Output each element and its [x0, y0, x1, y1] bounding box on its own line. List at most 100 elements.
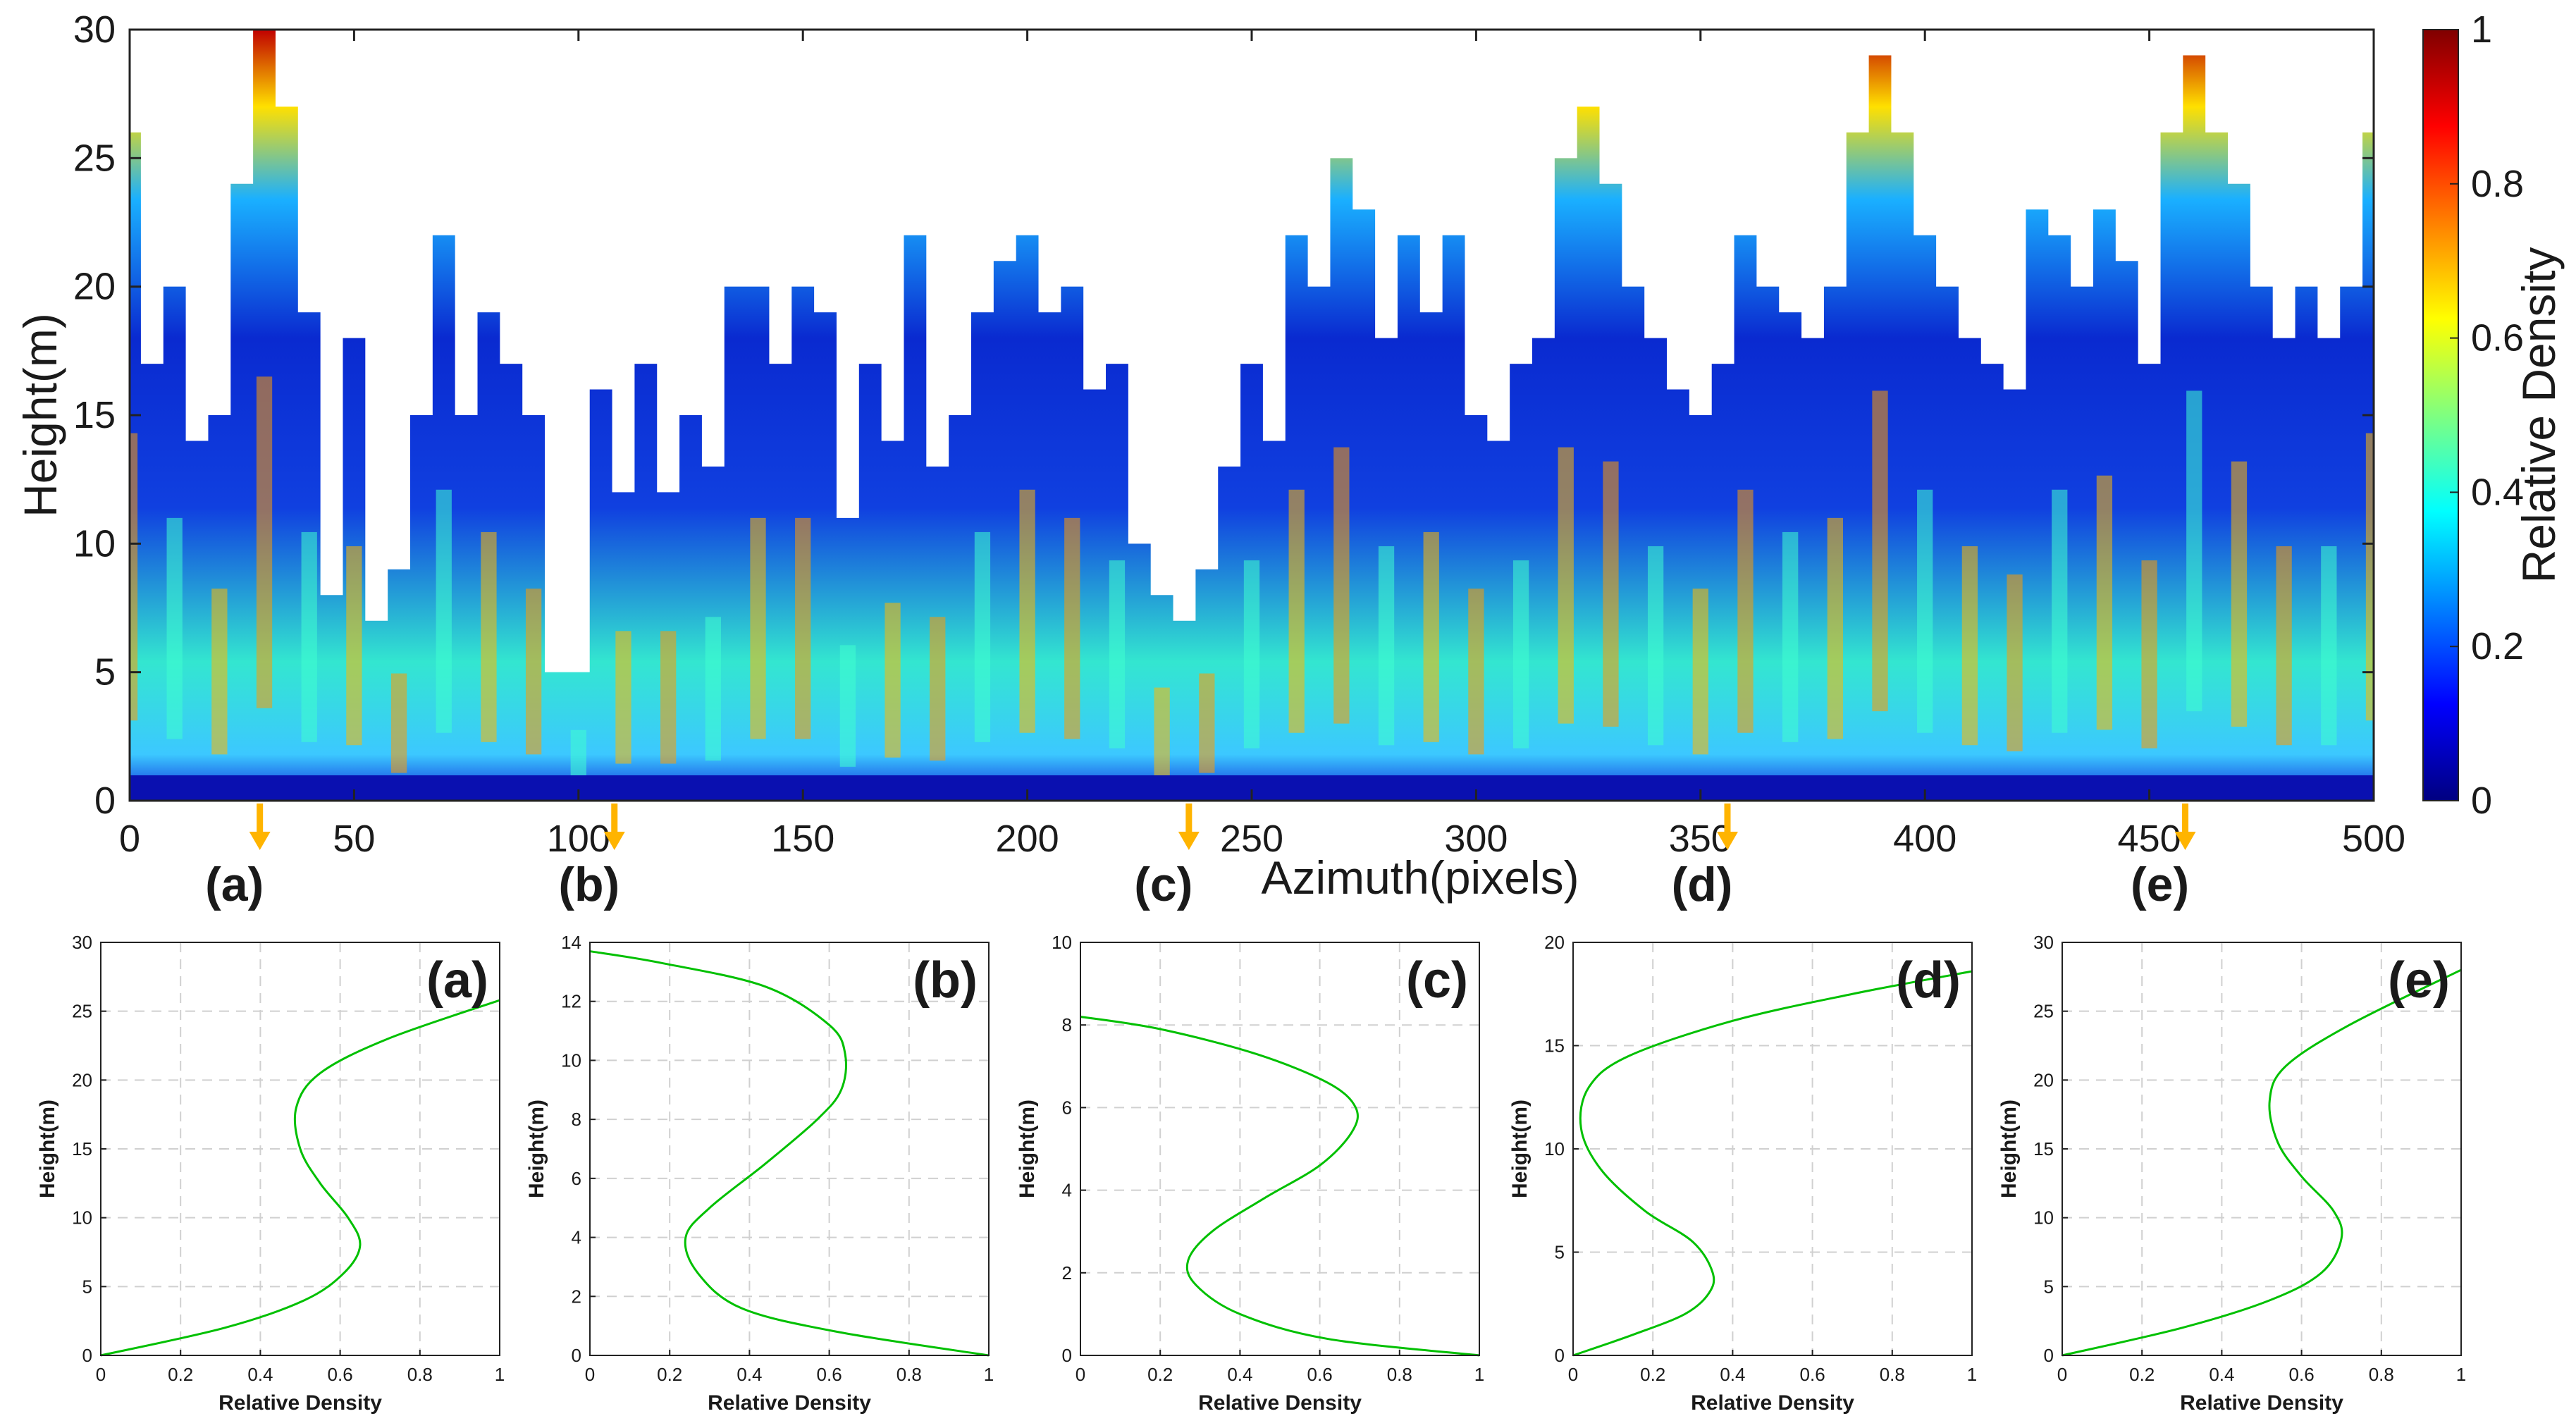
- main-x-tick-label: 200: [996, 818, 1059, 860]
- profile-arrow-label: (d): [1672, 858, 1733, 911]
- density-band: [615, 631, 631, 764]
- subplot-y-tick-label: 15: [1544, 1035, 1565, 1057]
- density-band: [2231, 461, 2248, 727]
- subplot-y-tick-label: 20: [1544, 932, 1565, 953]
- subplot-x-tick-label: 0.6: [328, 1364, 353, 1385]
- colorbar-tick-label: 0.6: [2471, 317, 2524, 359]
- colorbar-tick-label: 0: [2471, 780, 2492, 822]
- density-band: [705, 617, 721, 761]
- main-x-tick-label: 500: [2342, 818, 2405, 860]
- main-y-tick-label: 5: [94, 651, 116, 694]
- density-band: [660, 631, 677, 764]
- main-x-tick-label: 300: [1444, 818, 1508, 860]
- subplot-x-tick-label: 0.8: [896, 1364, 922, 1385]
- density-band: [1917, 489, 1933, 733]
- density-band: [974, 531, 991, 742]
- subplot-x-tick-label: 0.4: [1720, 1364, 1745, 1385]
- density-profile-line: [1080, 1015, 1480, 1357]
- subplot-y-tick-label: 12: [561, 991, 581, 1012]
- subplot-x-tick-label: 0.2: [1640, 1364, 1665, 1385]
- density-band: [1109, 560, 1126, 749]
- density-band: [301, 531, 317, 742]
- density-band: [1064, 517, 1080, 739]
- profile-arrow-head: [1178, 832, 1200, 850]
- main-y-tick-label: 10: [73, 522, 116, 565]
- density-band: [1423, 531, 1439, 742]
- subplot-frame: [589, 942, 990, 1356]
- density-band: [1333, 447, 1350, 724]
- density-band: [436, 489, 452, 733]
- density-band: [211, 589, 228, 755]
- main-x-tick-label: 450: [2118, 818, 2181, 860]
- subplot-y-tick-label: 20: [72, 1069, 92, 1090]
- subplot-y-tick-label: 4: [1062, 1180, 1072, 1201]
- subplot-y-tick-label: 4: [572, 1227, 581, 1248]
- subplot-x-tick-label: 0.8: [407, 1364, 433, 1385]
- density-band: [930, 617, 946, 761]
- colorbar-tick-label: 1: [2471, 8, 2492, 51]
- subplot-y-axis-label: Height(m): [36, 1100, 59, 1198]
- subplot-x-tick-label: 0.2: [1147, 1364, 1173, 1385]
- density-bands: [130, 376, 2374, 786]
- subplot-x-tick-label: 0.6: [1307, 1364, 1333, 1385]
- colorbar-label: Relative Density: [2513, 247, 2565, 584]
- density-band: [2186, 390, 2202, 712]
- density-band: [2096, 475, 2113, 730]
- subplot-y-tick-label: 10: [2033, 1207, 2054, 1229]
- subplot-y-tick-label: 10: [561, 1050, 581, 1071]
- main-x-tick-label: 0: [119, 818, 140, 860]
- canopy-density-area: [130, 30, 2374, 801]
- profile-arrows: (a) (b) (c) (d) (e): [205, 804, 2196, 911]
- colorbar: 0 0.2 0.4 0.6 0.8 1 Relative Density: [2422, 8, 2565, 822]
- subplot-x-tick-label: 0.8: [2369, 1364, 2394, 1385]
- subplot-y-axis-label: Height(m): [1997, 1100, 2021, 1198]
- subplot-panel-label: (a): [426, 952, 488, 1009]
- subplot-y-tick-label: 25: [2033, 1001, 2054, 1022]
- subplot-x-tick-label: 0.2: [2129, 1364, 2155, 1385]
- subplot-y-tick-label: 2: [1062, 1262, 1072, 1284]
- profile-arrow-label: (c): [1134, 858, 1193, 911]
- density-band: [2321, 546, 2337, 746]
- density-band: [750, 517, 766, 739]
- density-band: [1737, 489, 1754, 733]
- subplot-y-tick-label: 15: [2033, 1138, 2054, 1159]
- density-band: [1243, 560, 1260, 749]
- subplot-y-axis-label: Height(m): [525, 1100, 548, 1198]
- main-heatmap-chart: 0 50 100 150 200 250 300 350 400 450 500 051015202…: [14, 8, 2405, 911]
- subplot-background: [590, 942, 989, 1355]
- subplot-y-tick-label: 6: [1062, 1097, 1072, 1118]
- subplot-panel-label: (e): [2388, 952, 2450, 1009]
- density-band: [1288, 489, 1305, 733]
- subplot-x-tick-label: 0.2: [168, 1364, 193, 1385]
- subplot-y-axis-label: Height(m): [1016, 1100, 1039, 1198]
- density-band: [1512, 560, 1529, 749]
- subplot-x-axis-label: Relative Density: [1691, 1391, 1854, 1415]
- profile-arrow-label: (b): [558, 858, 620, 911]
- density-profile-line: [2062, 968, 2462, 1357]
- density-band: [2052, 489, 2068, 733]
- subplot-y-tick-label: 0: [572, 1345, 581, 1366]
- subplot-x-tick-label: 0.8: [1880, 1364, 1905, 1385]
- main-y-tick-label: 0: [94, 780, 116, 822]
- density-profile-line: [100, 999, 500, 1357]
- colorbar-ticks: 0 0.2 0.4 0.6 0.8 1: [2450, 8, 2524, 822]
- main-x-tick-label: 400: [1893, 818, 1956, 860]
- subplot-y-tick-label: 8: [572, 1109, 581, 1130]
- subplot-x-tick-label: 0.6: [817, 1364, 842, 1385]
- main-y-tick-label: 25: [73, 137, 116, 179]
- profile-arrow-label: (e): [2131, 858, 2189, 911]
- density-band: [2007, 574, 2023, 751]
- density-band: [1154, 687, 1170, 776]
- subplot-y-tick-label: 0: [82, 1345, 92, 1366]
- subplot-y-tick-label: 5: [82, 1276, 92, 1297]
- density-band: [885, 603, 901, 758]
- subplot-y-tick-label: 10: [1052, 932, 1072, 953]
- main-x-tick-label: 50: [333, 818, 375, 860]
- main-y-axis-label: Height(m): [14, 313, 66, 517]
- subplot-y-tick-label: 10: [1544, 1138, 1565, 1159]
- subplot-x-tick-label: 1: [984, 1364, 994, 1385]
